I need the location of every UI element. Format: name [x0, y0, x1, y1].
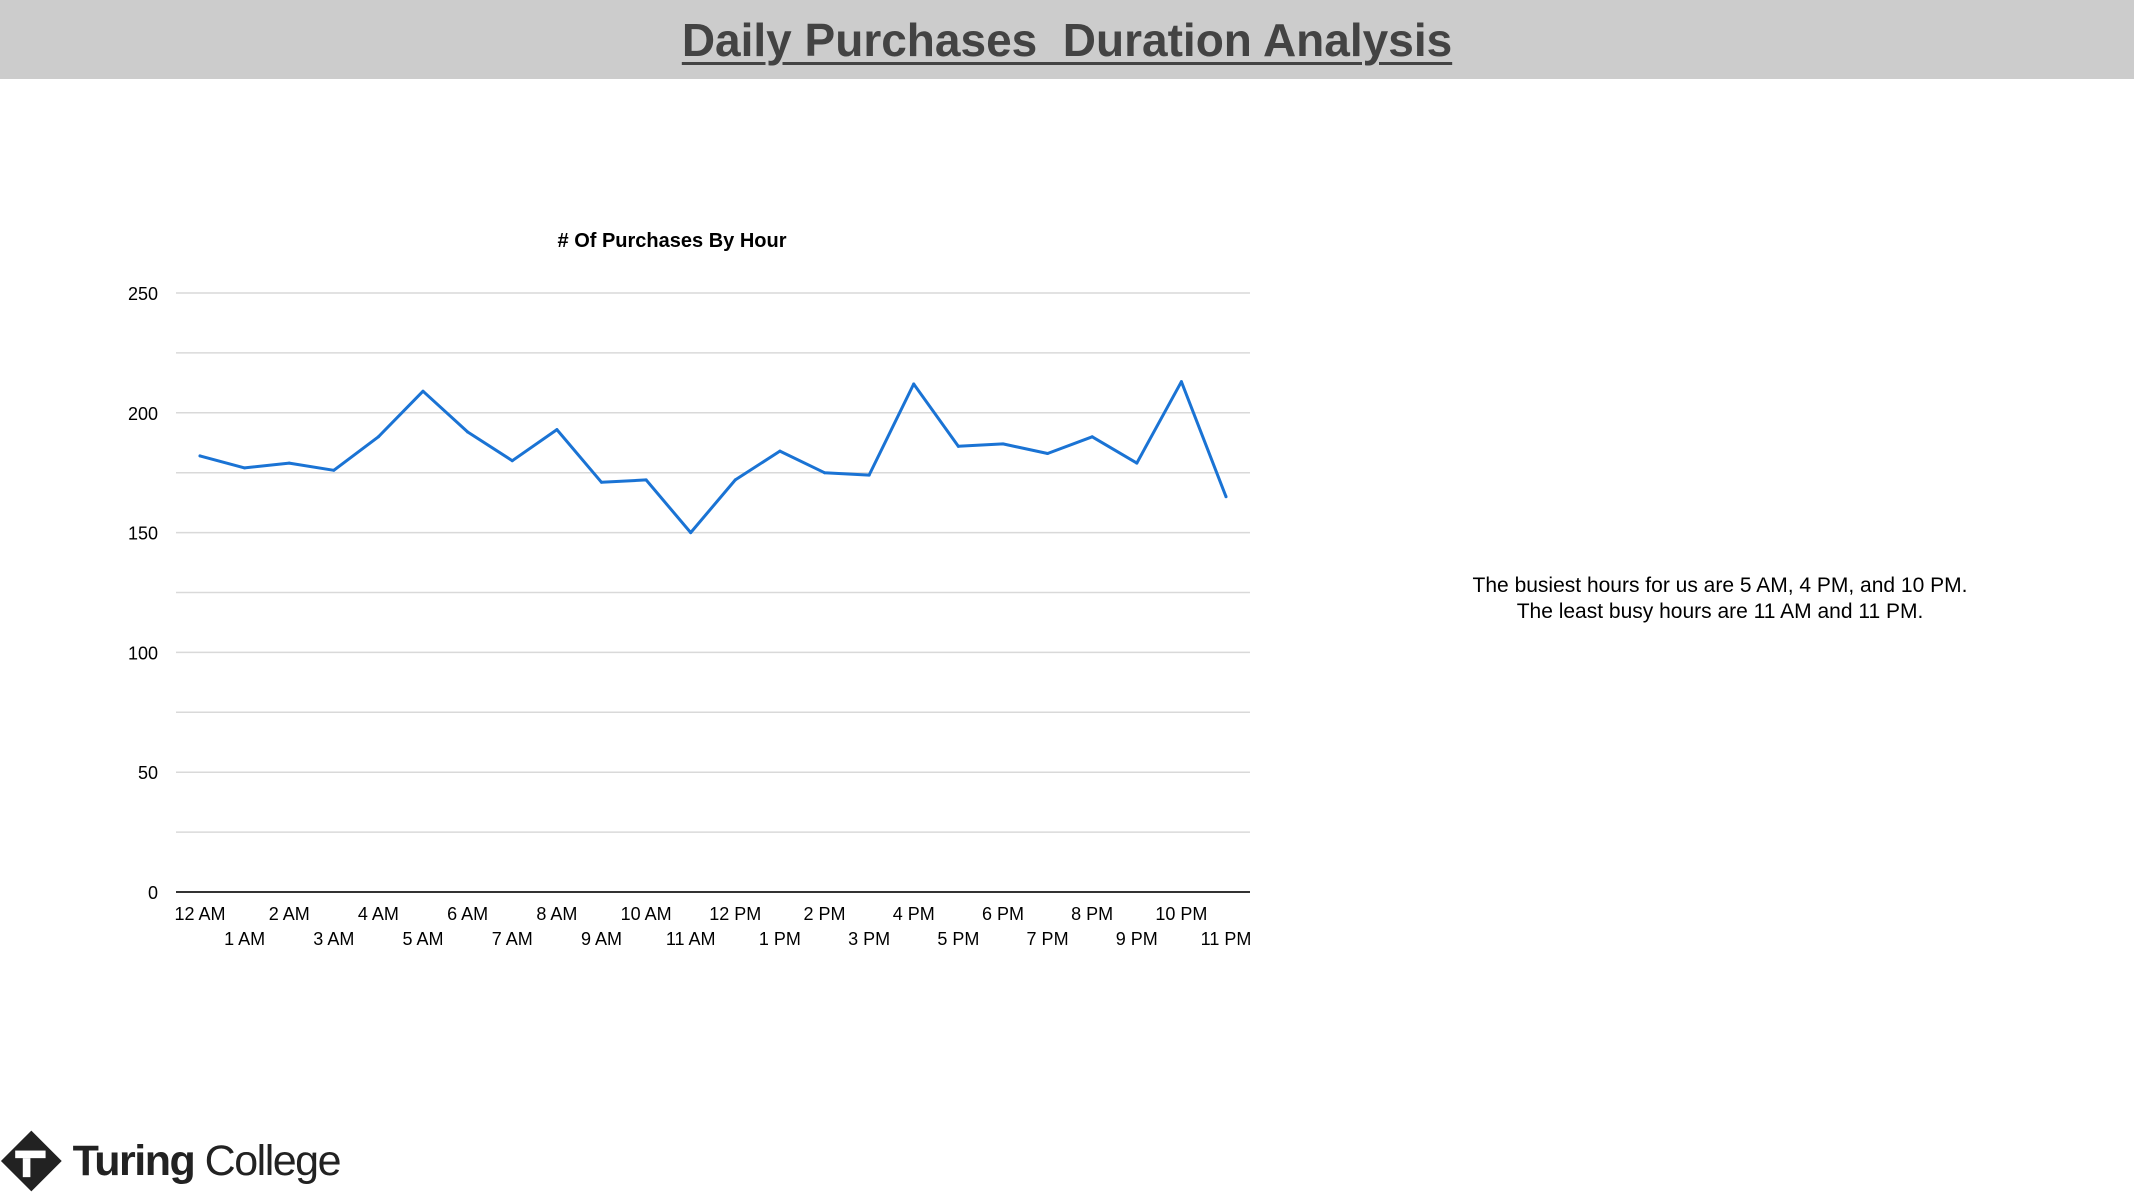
x-tick-label: 10 PM: [1155, 904, 1207, 924]
data-point: [1135, 461, 1139, 465]
data-point: [555, 428, 559, 432]
insight-line-busiest: The busiest hours for us are 5 AM, 4 PM,…: [1472, 574, 1968, 597]
data-point: [1179, 380, 1183, 384]
x-tick-label: 5 PM: [937, 929, 979, 949]
y-tick-label: 100: [128, 643, 158, 663]
data-point: [1001, 442, 1005, 446]
x-tick-label: 8 PM: [1071, 904, 1113, 924]
series-purchases: [198, 380, 1228, 535]
data-point: [287, 461, 291, 465]
x-tick-label: 2 AM: [269, 904, 310, 924]
y-tick-label: 0: [148, 883, 158, 903]
x-tick-label: 8 AM: [536, 904, 577, 924]
data-point: [243, 466, 247, 470]
turing-college-logo-icon: [0, 1130, 62, 1192]
x-tick-label: 12 AM: [174, 904, 225, 924]
data-point: [510, 459, 514, 463]
insight-text: The busiest hours for us are 5 AM, 4 PM,…: [1380, 573, 2060, 625]
x-tick-label: 6 AM: [447, 904, 488, 924]
logo-wordmark: Turing College: [72, 1136, 342, 1186]
data-point: [778, 449, 782, 453]
y-axis-tick-labels: 0 50 100 150 200 250: [128, 284, 158, 903]
page-title: Daily Purchases Duration Analysis: [681, 13, 1453, 66]
data-point: [1090, 435, 1094, 439]
x-tick-label: 4 PM: [893, 904, 935, 924]
data-point: [733, 478, 737, 482]
data-point: [599, 480, 603, 484]
data-point: [332, 468, 336, 472]
chart-title: # Of Purchases By Hour: [558, 230, 787, 252]
x-tick-label: 9 AM: [581, 929, 622, 949]
data-point: [466, 430, 470, 434]
y-tick-label: 200: [128, 404, 158, 424]
data-point: [198, 454, 202, 458]
data-point: [823, 471, 827, 475]
data-point: [1224, 495, 1228, 499]
data-point: [689, 531, 693, 535]
y-tick-label: 150: [128, 524, 158, 544]
insight-line-least-busy: The least busy hours are 11 AM and 11 PM…: [1516, 600, 1924, 623]
x-tick-label: 2 PM: [804, 904, 846, 924]
x-tick-label: 3 PM: [848, 929, 890, 949]
y-tick-label: 50: [138, 763, 158, 783]
gridlines: [176, 292, 1250, 893]
data-point: [867, 473, 871, 477]
x-tick-label: 9 PM: [1116, 929, 1158, 949]
x-tick-label: 11 PM: [1201, 929, 1252, 949]
x-tick-label: 11 AM: [666, 929, 716, 949]
data-point: [956, 444, 960, 448]
turing-college-logo: Turing College: [0, 1120, 342, 1200]
x-tick-label: 7 PM: [1027, 929, 1069, 949]
x-tick-label: 1 AM: [224, 929, 265, 949]
data-point: [376, 435, 380, 439]
title-bar: Daily Purchases Duration Analysis: [0, 0, 2134, 79]
series-line: [198, 380, 1228, 535]
x-tick-label: 1 PM: [759, 929, 801, 949]
data-point: [912, 382, 916, 386]
data-point: [421, 389, 425, 393]
x-tick-label: 10 AM: [621, 904, 672, 924]
x-tick-label: 6 PM: [982, 904, 1024, 924]
x-tick-label: 3 AM: [313, 929, 354, 949]
y-tick-label: 250: [128, 284, 158, 304]
logo-text-college: College: [194, 1136, 342, 1185]
data-point: [644, 478, 648, 482]
x-tick-label: 4 AM: [358, 904, 399, 924]
line-chart: # Of Purchases By Hour 0 50 100 150 200 250 1…: [128, 230, 1251, 949]
x-tick-label: 5 AM: [403, 929, 444, 949]
logo-text-turing: Turing: [72, 1136, 196, 1185]
data-point: [1046, 452, 1050, 456]
x-tick-label: 7 AM: [492, 929, 533, 949]
x-axis-tick-labels: 12 AM 1 AM2 AM3 AM4 AM5 AM6 AM7 AM8 AM9 A…: [174, 904, 1251, 949]
x-tick-label: 12 PM: [709, 904, 761, 924]
